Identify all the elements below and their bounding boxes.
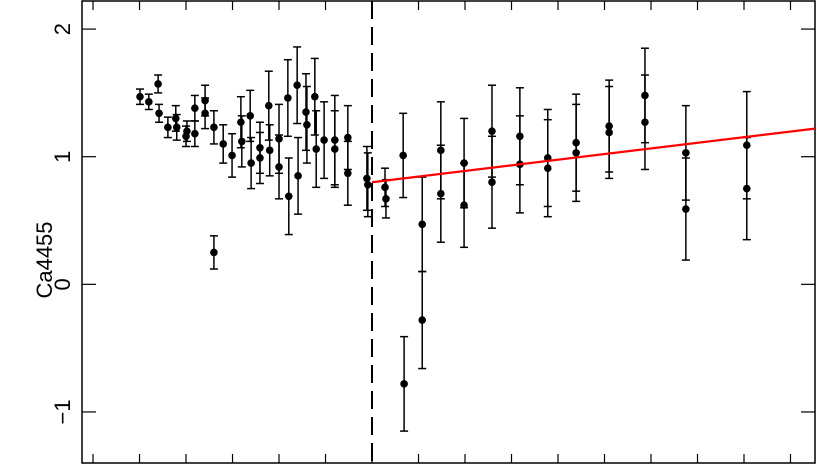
data-point bbox=[136, 92, 144, 101]
data-point bbox=[191, 104, 199, 113]
data-point bbox=[331, 145, 339, 153]
data-point bbox=[682, 205, 690, 213]
data-point bbox=[400, 380, 408, 388]
data-point bbox=[275, 163, 283, 171]
data-point bbox=[605, 128, 613, 137]
y-tick-label: −1 bbox=[50, 399, 75, 424]
data-point bbox=[399, 151, 407, 160]
data-point bbox=[164, 123, 172, 132]
data-point bbox=[382, 195, 390, 203]
data-point bbox=[294, 172, 302, 180]
data-point bbox=[145, 98, 153, 106]
y-tick-label: 2 bbox=[50, 23, 75, 35]
data-point bbox=[437, 189, 445, 198]
data-point bbox=[265, 146, 274, 155]
data-point bbox=[284, 192, 293, 201]
fit-line bbox=[371, 127, 816, 184]
data-point bbox=[210, 123, 218, 132]
data-point bbox=[155, 109, 163, 118]
data-point bbox=[171, 114, 180, 123]
y-tick-label: 0 bbox=[50, 278, 75, 290]
data-point bbox=[228, 151, 236, 160]
data-point bbox=[460, 201, 468, 209]
data-point bbox=[488, 178, 496, 187]
data-point bbox=[210, 248, 218, 257]
data-point bbox=[247, 159, 255, 167]
data-point bbox=[418, 316, 427, 324]
data-point bbox=[311, 92, 319, 101]
y-axis-label: Ca4455 bbox=[32, 221, 57, 298]
data-point bbox=[381, 183, 389, 192]
data-point bbox=[543, 164, 552, 172]
data-point bbox=[284, 94, 292, 102]
data-point bbox=[572, 149, 580, 157]
data-point bbox=[303, 120, 311, 129]
data-point bbox=[302, 108, 310, 116]
data-point bbox=[237, 118, 245, 127]
data-point bbox=[488, 127, 496, 135]
data-point bbox=[172, 123, 181, 132]
data-point bbox=[191, 129, 199, 138]
data-point bbox=[364, 180, 372, 189]
data-point bbox=[264, 101, 273, 110]
data-point bbox=[418, 220, 427, 229]
data-point bbox=[154, 80, 162, 88]
data-point bbox=[742, 184, 751, 193]
data-point bbox=[293, 81, 301, 90]
data-point bbox=[256, 154, 264, 162]
data-point bbox=[363, 174, 371, 183]
data-point bbox=[219, 140, 228, 148]
data-point bbox=[183, 127, 191, 135]
data-point bbox=[344, 133, 352, 142]
data-point bbox=[312, 145, 321, 153]
data-point bbox=[682, 149, 690, 157]
y-tick-label: 1 bbox=[50, 151, 75, 163]
data-point bbox=[320, 136, 328, 144]
data-point bbox=[344, 169, 352, 178]
data-point bbox=[641, 118, 649, 127]
data-point bbox=[201, 109, 209, 118]
plot-frame bbox=[81, 0, 816, 464]
data-point bbox=[246, 112, 254, 120]
data-point bbox=[238, 137, 246, 146]
